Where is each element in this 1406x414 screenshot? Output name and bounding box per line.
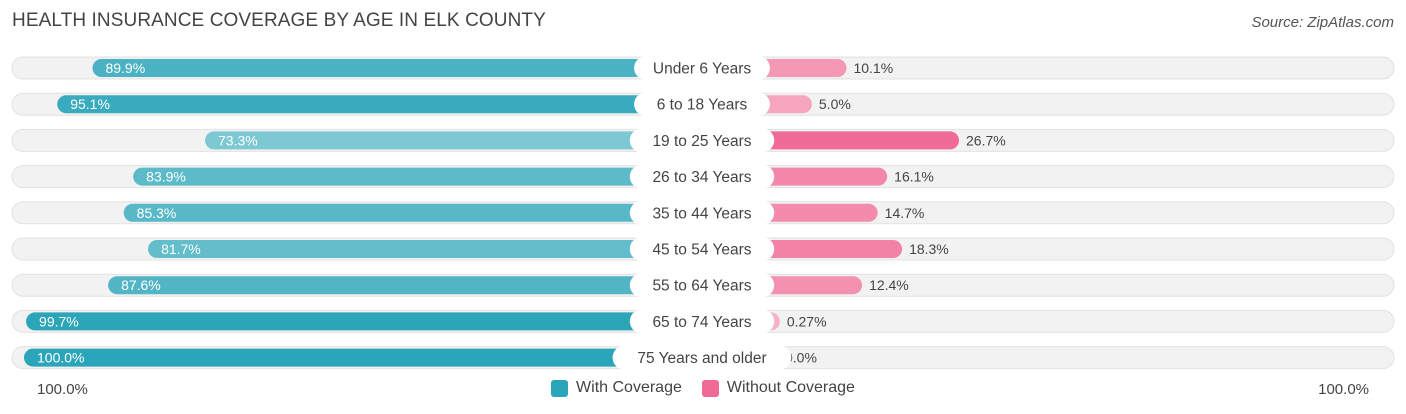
value-label-without-coverage: 0.27% (787, 313, 827, 329)
axis-left-label: 100.0% (37, 381, 88, 398)
bar-with-coverage (133, 167, 702, 186)
chart-canvas: 89.9% 10.1% Under 6 Years 95.1% 5.0% 6 to 18 … (11, 56, 1395, 370)
value-label-with-coverage: 83.9% (146, 169, 186, 185)
category-pill (629, 200, 775, 225)
value-label-without-coverage: 0.0% (785, 350, 817, 366)
value-label-without-coverage: 5.0% (819, 96, 851, 112)
value-label-with-coverage: 81.7% (161, 241, 201, 257)
legend-swatch-with-coverage (551, 379, 569, 397)
value-label-with-coverage: 100.0% (37, 350, 84, 366)
category-pill (634, 92, 770, 117)
category-label: 55 to 64 Years (652, 278, 751, 295)
category-label: 35 to 44 Years (652, 205, 751, 222)
value-label-without-coverage: 14.7% (885, 205, 925, 221)
legend-label-without-coverage: Without Coverage (726, 379, 855, 396)
value-label-with-coverage: 85.3% (137, 205, 177, 221)
category-pill (612, 345, 792, 370)
value-label-with-coverage: 95.1% (70, 96, 110, 112)
category-label: 19 to 25 Years (652, 133, 751, 150)
category-label: 45 to 54 Years (652, 242, 751, 259)
bar-with-coverage (108, 276, 702, 295)
chart-title: HEALTH INSURANCE COVERAGE BY AGE IN ELK … (12, 10, 546, 31)
axis-right-label: 100.0% (1318, 381, 1369, 398)
bar-with-coverage (57, 95, 703, 114)
legend-label-with-coverage: With Coverage (576, 379, 682, 396)
category-label: Under 6 Years (653, 61, 751, 78)
legend-item-without-coverage[interactable]: Without Coverage (701, 379, 855, 397)
legend: With Coverage Without Coverage (0, 379, 1406, 397)
value-label-without-coverage: 26.7% (966, 132, 1006, 148)
category-label: 75 Years and older (637, 350, 766, 367)
bar-with-coverage (92, 59, 702, 77)
bar-with-coverage (24, 348, 702, 367)
bar-with-coverage (26, 312, 703, 331)
category-pill (629, 273, 775, 298)
value-label-with-coverage: 99.7% (39, 313, 79, 329)
value-label-with-coverage: 87.6% (121, 277, 161, 293)
value-label-with-coverage: 73.3% (218, 132, 258, 148)
value-label-without-coverage: 12.4% (869, 277, 909, 293)
legend-item-with-coverage[interactable]: With Coverage (551, 379, 682, 397)
category-pill (629, 237, 775, 261)
category-pill (634, 56, 770, 80)
source-attribution: Source: ZipAtlas.com (1251, 14, 1394, 31)
legend-swatch-without-coverage (701, 379, 719, 397)
bar-with-coverage (148, 240, 703, 258)
bar-with-coverage (123, 203, 702, 222)
category-label: 6 to 18 Years (657, 97, 748, 114)
value-label-without-coverage: 10.1% (853, 60, 893, 76)
category-label: 26 to 34 Years (652, 169, 751, 186)
category-pill (629, 164, 775, 189)
value-label-without-coverage: 18.3% (909, 241, 949, 257)
bar-with-coverage (205, 131, 702, 150)
value-label-without-coverage: 16.1% (894, 169, 934, 185)
category-label: 65 to 74 Years (652, 314, 751, 331)
category-pill (629, 128, 775, 153)
value-label-with-coverage: 89.9% (105, 60, 145, 76)
category-pill (629, 309, 775, 334)
